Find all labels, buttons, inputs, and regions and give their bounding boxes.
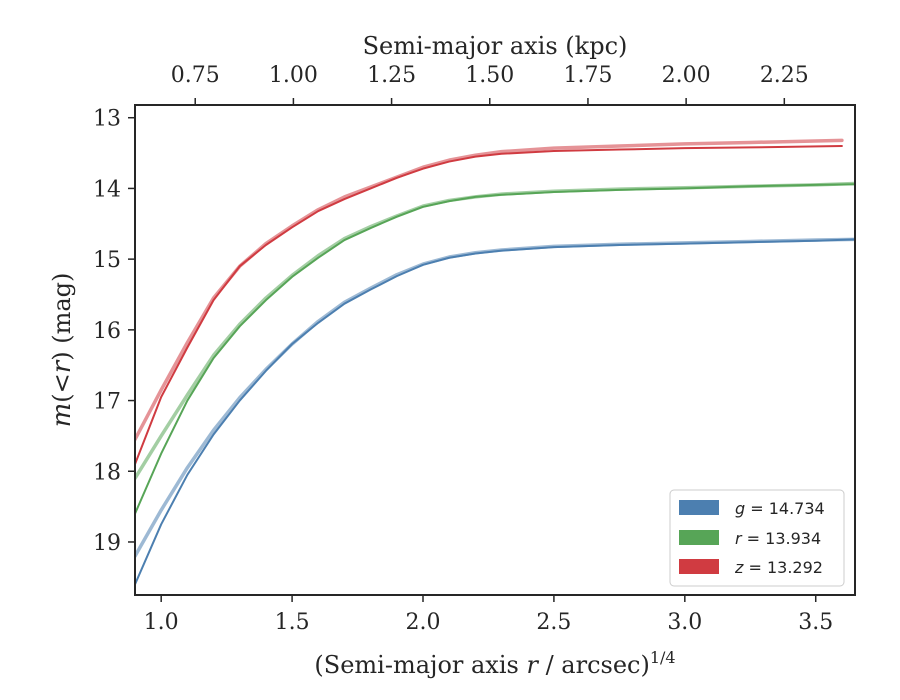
x-tick-label: 1.0 [144, 610, 179, 635]
y-tick-label: 17 [93, 390, 121, 415]
x-tick-label: 1.5 [275, 610, 310, 635]
legend-label-r: r = 13.934 [735, 529, 821, 548]
y-tick-label: 16 [93, 319, 121, 344]
top-axis-title: Semi-major axis (kpc) [363, 32, 628, 60]
series-g [135, 237, 855, 586]
series-g-line [135, 238, 855, 586]
top-tick-label: 1.25 [367, 63, 416, 88]
legend: g = 14.734 r = 13.934 z = 13.292 [669, 489, 845, 587]
top-tick-label: 2.00 [662, 63, 711, 88]
top-tick-label: 0.75 [171, 63, 220, 88]
top-tick-label: 1.50 [465, 63, 514, 88]
series-r-line-alt [135, 181, 855, 481]
legend-entry-r: r = 13.934 [679, 529, 821, 548]
series-r-line [135, 183, 855, 515]
top-tick-label: 1.00 [269, 63, 318, 88]
x-tick-label: 3.0 [667, 610, 702, 635]
legend-swatch-z [679, 559, 719, 574]
legend-label-z: z = 13.292 [734, 558, 823, 577]
x-tick-label: 2.5 [536, 610, 571, 635]
plot-frame [134, 104, 856, 596]
plot-area [135, 138, 855, 586]
top-tick-label: 2.25 [760, 63, 809, 88]
y-tick-label: 18 [93, 460, 121, 485]
legend-swatch-r [679, 530, 719, 545]
y-tick-label: 15 [93, 248, 121, 273]
legend-entry-g: g = 14.734 [679, 499, 825, 518]
y-tick-label: 14 [93, 177, 121, 202]
top-tick-label: 1.75 [563, 63, 612, 88]
series-z [135, 138, 844, 466]
y-tick-label: 19 [93, 531, 121, 556]
series-r [135, 181, 855, 515]
series-z-line [135, 145, 843, 466]
y-tick-label: 13 [93, 107, 121, 132]
axes: 1.0 1.5 2.0 2.5 3.0 3.5 13 14 15 16 17 18 19 0.75 1.00… [93, 63, 856, 635]
x-axis-title: (Semi-major axis r / arcsec)1/4 [314, 648, 675, 679]
x-tick-label: 3.5 [798, 610, 833, 635]
y-axis-title: m(<r) (mag) [47, 273, 77, 428]
x-tick-label: 2.0 [406, 610, 441, 635]
legend-swatch-g [679, 500, 719, 515]
legend-entry-z: z = 13.292 [679, 558, 823, 577]
legend-label-g: g = 14.734 [735, 499, 825, 518]
